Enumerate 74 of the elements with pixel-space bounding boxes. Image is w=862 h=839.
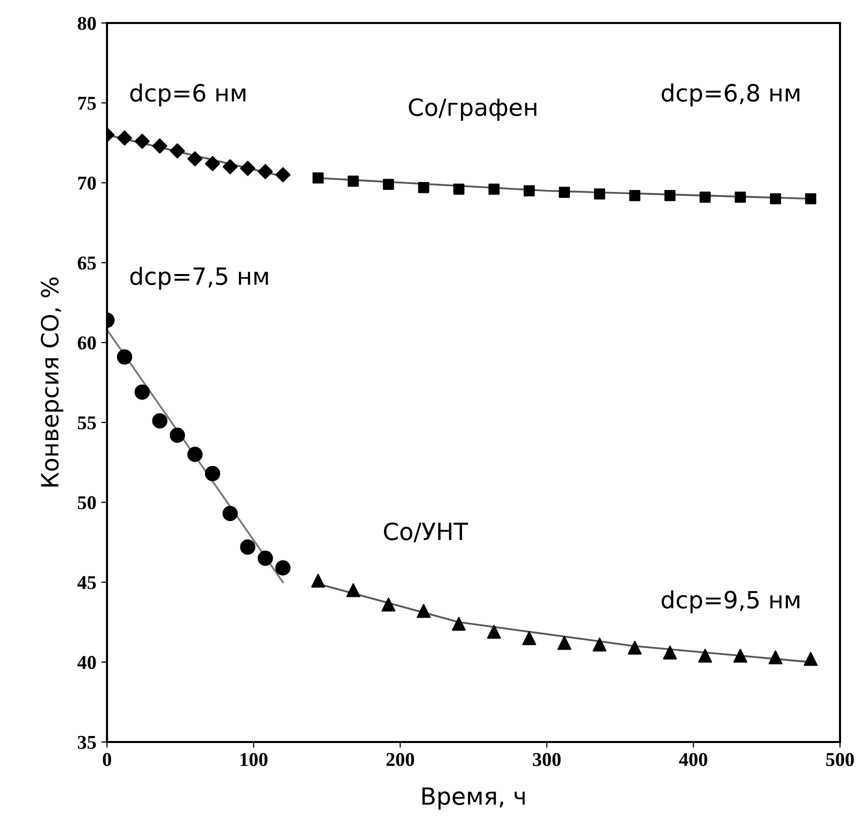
point	[522, 631, 536, 646]
point	[204, 466, 220, 482]
point	[116, 349, 132, 365]
point	[770, 193, 782, 204]
point	[204, 156, 220, 172]
y-tick-label: 50	[78, 496, 96, 510]
point	[311, 574, 326, 588]
y-tick-label: 55	[78, 416, 96, 430]
x-tick-label: 100	[240, 752, 268, 766]
point	[700, 192, 711, 203]
point	[152, 138, 168, 154]
point	[698, 648, 712, 663]
y-axis-title: Конверсия CO, %	[40, 277, 64, 486]
x-tick-label: 0	[102, 752, 112, 766]
point	[453, 184, 464, 195]
point	[312, 172, 324, 184]
point	[222, 506, 238, 522]
point	[664, 190, 676, 202]
point	[452, 616, 466, 631]
x-tick-label: 300	[532, 752, 561, 766]
annotation: Co/УНТ	[384, 522, 468, 542]
point	[524, 185, 535, 196]
point	[805, 193, 816, 204]
point	[487, 624, 501, 639]
point	[275, 560, 291, 576]
point	[275, 167, 290, 182]
y-tick-label: 40	[77, 656, 96, 670]
point	[187, 446, 203, 462]
y-tick-label: 80	[78, 16, 96, 30]
point	[240, 539, 256, 555]
y-tick-label: 75	[78, 96, 96, 110]
point	[733, 648, 748, 663]
point	[663, 646, 677, 660]
point	[117, 130, 132, 146]
x-tick-label: 400	[679, 752, 708, 766]
y-tick-label: 35	[78, 736, 96, 749]
point	[240, 160, 256, 176]
point	[170, 428, 186, 443]
point	[170, 143, 185, 158]
y-tick-label: 65	[78, 256, 96, 270]
annotation: Co/графен	[408, 98, 536, 121]
annotation: dcp=7,5 нм	[130, 266, 268, 290]
point	[488, 184, 500, 195]
point	[629, 190, 640, 202]
point	[768, 650, 782, 664]
point	[258, 164, 273, 180]
point	[558, 186, 570, 198]
point	[734, 192, 746, 203]
point	[382, 598, 396, 612]
x-tick-label: 200	[386, 752, 414, 766]
y-tick-label: 70	[78, 176, 96, 190]
point	[804, 652, 818, 666]
point	[628, 640, 642, 655]
y-tick-label: 60	[78, 336, 96, 350]
point	[557, 636, 572, 650]
point	[187, 151, 203, 166]
annotation: dcp=9,5 нм	[662, 590, 800, 614]
annotation: dcp=6,8 нм	[662, 83, 800, 106]
point	[592, 638, 607, 652]
point	[416, 604, 431, 618]
annotation: dcp=6 нм	[130, 83, 246, 106]
point	[348, 176, 359, 187]
point	[382, 178, 394, 190]
point	[594, 188, 606, 200]
point	[152, 413, 168, 428]
point	[258, 550, 273, 566]
y-tick-label: 45	[77, 576, 96, 590]
point	[222, 159, 238, 174]
point	[134, 384, 150, 400]
point	[346, 583, 360, 598]
x-tick-label: 500	[826, 752, 854, 766]
point	[418, 182, 430, 194]
x-axis-title: Время, ч	[422, 787, 525, 810]
point	[134, 134, 150, 149]
